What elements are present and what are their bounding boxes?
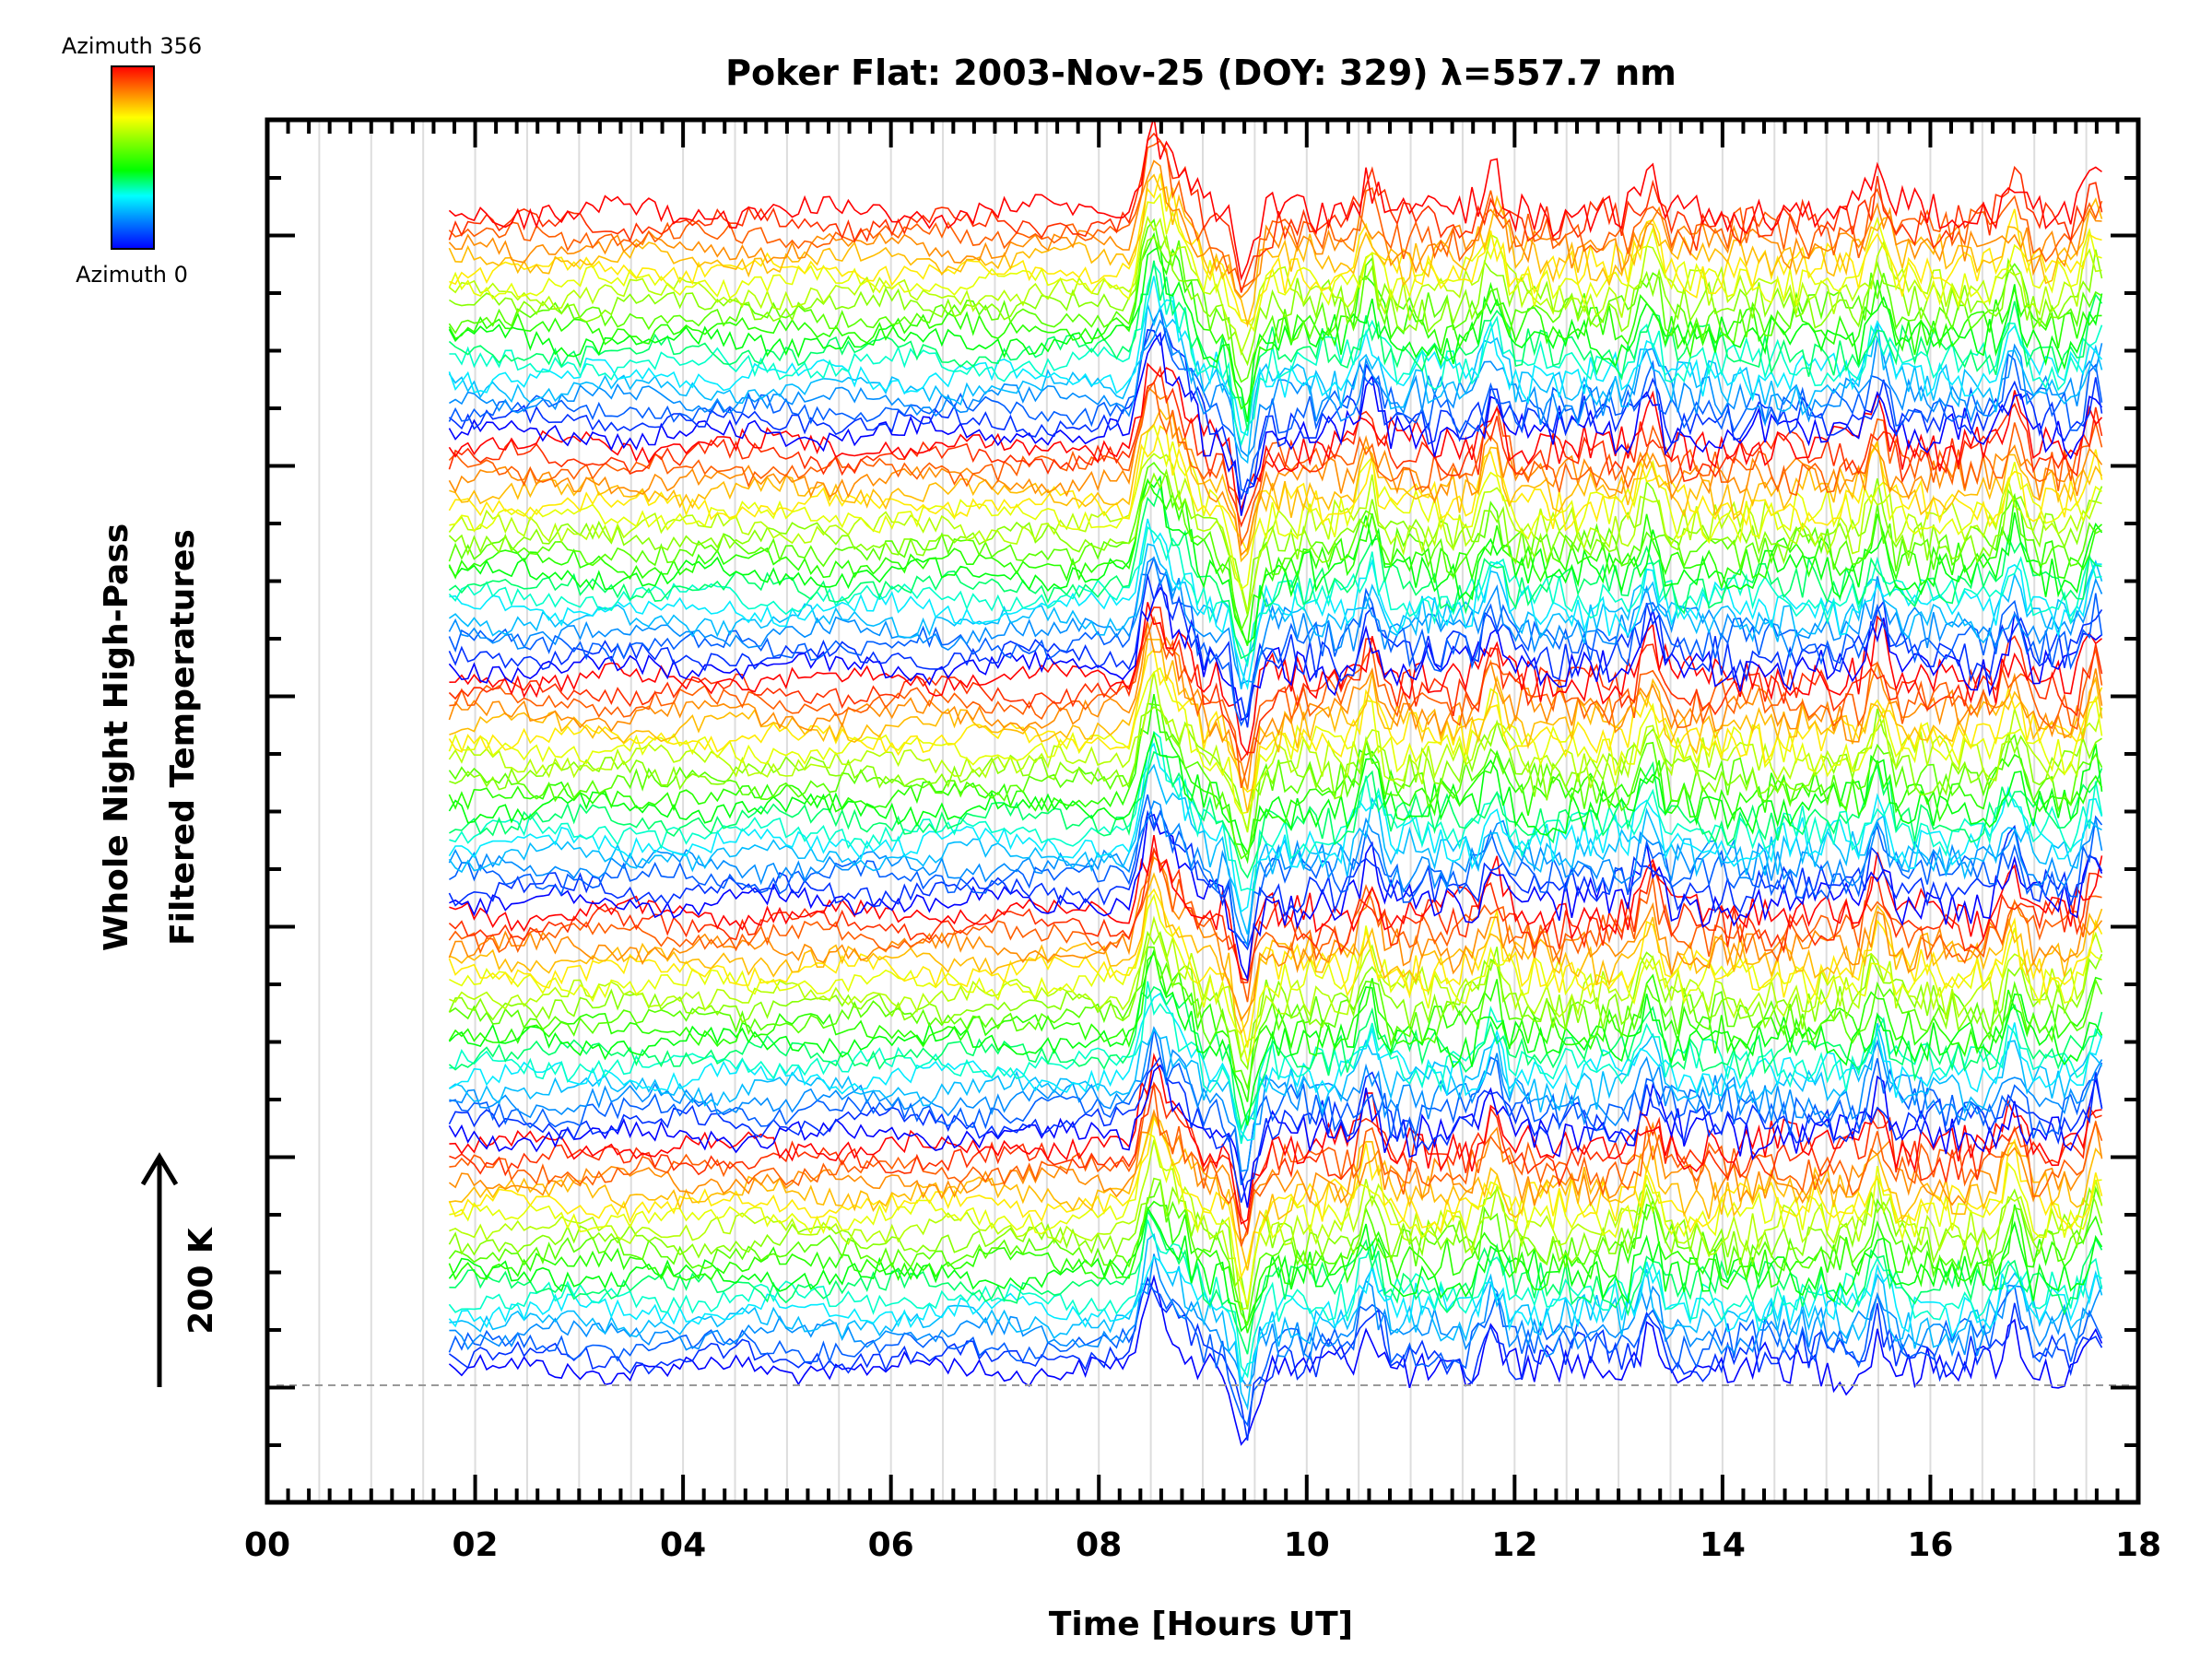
series-line-elevation-band-1 (448, 1206, 2103, 1333)
series-line-elevation-band-3 (448, 800, 2103, 948)
series-line-elevation-band-4 (448, 543, 2103, 689)
series-line-elevation-band-3 (448, 606, 2103, 762)
x-axis-label: Time [Hours UT] (1049, 1606, 1353, 1643)
series-line-elevation-band-3 (449, 730, 2103, 892)
series-line-elevation-band-1 (449, 1081, 2102, 1235)
series-line-elevation-band-3 (448, 809, 2103, 951)
series-line-elevation-band-2 (448, 946, 2103, 1091)
series-line-elevation-band-4 (448, 556, 2103, 727)
series-line-elevation-band-2 (448, 947, 2103, 1126)
series-line-elevation-band-1 (449, 1132, 2102, 1305)
series-line-elevation-band-5 (449, 173, 2102, 325)
series-line-elevation-band-4 (448, 425, 2103, 556)
colorbar-top-label: Azimuth 356 (62, 33, 202, 59)
series-line-elevation-band-4 (448, 468, 2103, 616)
x-tick-label: 12 (1491, 1526, 1537, 1564)
series-line-elevation-band-3 (449, 638, 2103, 813)
series-line-elevation-band-3 (448, 622, 2103, 790)
series-line-elevation-band-1 (449, 1253, 2103, 1389)
series-line-elevation-band-2 (448, 1055, 2103, 1203)
x-tick-label: 04 (660, 1526, 706, 1564)
series-line-elevation-band-2 (448, 930, 2103, 1071)
series-line-elevation-band-5 (448, 218, 2102, 383)
series-line-elevation-band-4 (449, 424, 2102, 591)
colorbar-bottom-label: Azimuth 0 (76, 262, 188, 288)
series-line-elevation-band-2 (449, 1026, 2103, 1172)
series-line-elevation-band-5 (448, 306, 2103, 495)
series-line-elevation-band-2 (449, 1028, 2103, 1186)
series-line-elevation-band-5 (449, 263, 2103, 447)
series-line-elevation-band-4 (449, 518, 2102, 691)
x-tick-label: 00 (244, 1526, 290, 1564)
x-tick-label: 08 (1076, 1526, 1122, 1564)
x-tick-label: 10 (1284, 1526, 1330, 1564)
series-line-elevation-band-5 (448, 173, 2103, 328)
series-line-elevation-band-3 (448, 794, 2103, 945)
series-line-elevation-band-2 (448, 1023, 2103, 1141)
series-line-elevation-band-5 (448, 120, 2102, 281)
series-line-elevation-band-4 (449, 408, 2103, 563)
scale-bar: 200 K (140, 1152, 220, 1387)
series-line-elevation-band-3 (449, 602, 2103, 757)
series-line-elevation-band-3 (448, 693, 2103, 865)
series-line-elevation-band-2 (448, 952, 2102, 1102)
series-line-elevation-band-5 (448, 132, 2103, 293)
series-line-elevation-band-5 (448, 245, 2103, 422)
trace-group (448, 120, 2103, 1446)
scale-bar-label: 200 K (182, 1227, 220, 1335)
series-line-elevation-band-5 (448, 159, 2102, 299)
series-line-elevation-band-2 (448, 888, 2103, 1048)
series-line-elevation-band-5 (448, 331, 2103, 516)
series-line-elevation-band-4 (448, 477, 2103, 647)
x-tick-label: 16 (1907, 1526, 1953, 1564)
x-tick-labels: 00 02 04 06 08 10 12 14 16 18 (244, 1526, 2161, 1564)
series-line-elevation-band-1 (449, 1053, 2102, 1225)
series-line-elevation-band-1 (448, 1200, 2103, 1334)
y-axis-label-line1: Whole Night High-Pass (98, 524, 135, 951)
series-line-elevation-band-2 (448, 847, 2102, 1003)
series-line-elevation-band-3 (449, 705, 2102, 831)
series-line-elevation-band-2 (449, 915, 2103, 1060)
x-tick-label: 02 (453, 1526, 499, 1564)
x-tick-label: 18 (2115, 1526, 2161, 1564)
plot-frame (265, 117, 2141, 1505)
colorbar: Azimuth 356 Azimuth 0 (62, 33, 202, 288)
series-line-elevation-band-4 (448, 380, 2103, 547)
x-tick-label: 06 (868, 1526, 914, 1564)
series-line-elevation-band-1 (448, 1178, 2103, 1326)
series-line-elevation-band-4 (448, 556, 2103, 686)
x-tick-label: 14 (1700, 1526, 1746, 1564)
series-line-elevation-band-5 (448, 215, 2102, 357)
series-line-elevation-band-3 (448, 750, 2103, 879)
chart-title: Poker Flat: 2003-Nov-25 (DOY: 329) λ=557… (725, 53, 1677, 93)
series-line-elevation-band-5 (448, 276, 2103, 437)
series-line-elevation-band-3 (448, 742, 2103, 913)
series-line-elevation-band-2 (448, 1064, 2103, 1208)
series-line-elevation-band-4 (448, 461, 2102, 633)
series-line-elevation-band-4 (448, 483, 2102, 660)
series-line-elevation-band-1 (448, 1114, 2103, 1280)
series-line-elevation-band-5 (448, 192, 2102, 333)
series-line-elevation-band-1 (449, 1083, 2103, 1247)
series-line-elevation-band-5 (448, 260, 2103, 431)
scale-bar-arrowhead (140, 1152, 179, 1186)
series-line-elevation-band-1 (448, 1177, 2103, 1310)
series-line-elevation-band-2 (449, 893, 2102, 1065)
series-line-elevation-band-5 (448, 231, 2102, 410)
series-line-elevation-band-3 (448, 648, 2103, 794)
series-line-elevation-band-3 (449, 615, 2103, 789)
series-line-elevation-band-5 (448, 319, 2103, 458)
series-line-elevation-band-4 (448, 362, 2103, 512)
series-line-elevation-band-5 (448, 327, 2103, 500)
series-line-elevation-band-4 (448, 365, 2103, 528)
series-line-elevation-band-5 (448, 139, 2103, 290)
series-line-elevation-band-1 (448, 1255, 2102, 1383)
colorbar-gradient (111, 65, 155, 250)
series-line-elevation-band-3 (448, 671, 2103, 833)
series-line-elevation-band-2 (449, 992, 2103, 1142)
series-line-elevation-band-4 (448, 586, 2103, 722)
y-axis-label-line2: Filtered Temperatures (164, 529, 202, 946)
series-line-elevation-band-5 (448, 234, 2103, 367)
